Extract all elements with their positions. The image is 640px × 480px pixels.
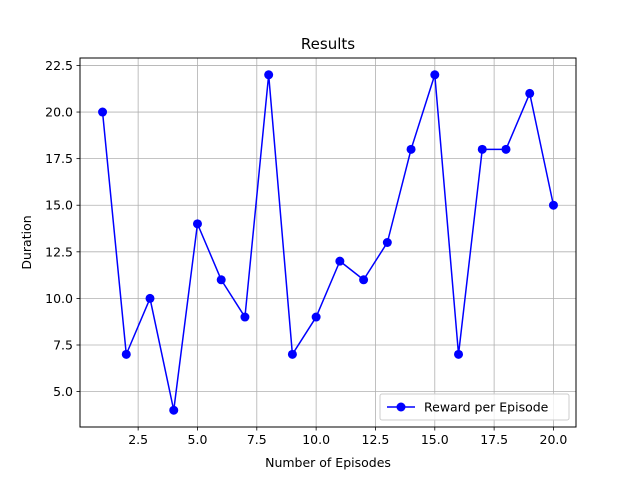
x-tick-label: 2.5 [128, 432, 148, 447]
data-point-marker [359, 275, 369, 285]
y-tick-label: 22.5 [45, 58, 73, 73]
plot-area-frame [79, 57, 577, 428]
y-tick-label: 20.0 [45, 105, 73, 120]
data-point-marker [430, 70, 440, 80]
legend-box [379, 393, 570, 421]
data-point-marker [192, 219, 202, 229]
x-tick-label: 7.5 [247, 432, 267, 447]
x-tick-label: 10.0 [302, 432, 330, 447]
chart-title: Results [301, 35, 355, 53]
data-point-marker [145, 293, 155, 303]
series-line [101, 74, 555, 411]
data-point-marker [240, 312, 250, 322]
data-point-marker [454, 349, 464, 359]
legend: Reward per Episode [379, 393, 570, 421]
y-axis-label: Duration [19, 215, 34, 269]
data-point-marker [382, 238, 392, 247]
y-tick-label: 5.0 [53, 384, 73, 399]
data-point-marker [169, 405, 179, 415]
y-tick-label: 15.0 [45, 198, 73, 213]
legend-marker-swatch [396, 402, 406, 412]
y-tick-label: 17.5 [45, 151, 73, 166]
x-tick-label: 12.5 [362, 432, 390, 447]
plot-data [98, 70, 558, 415]
y-tick-label: 10.0 [45, 291, 73, 306]
axis-ticks: 2.5 5.0 7.5 10.0 12.5 15.0 17.5 20.0 5.0 7.5 10.0 1… [45, 58, 567, 447]
data-point-marker [525, 88, 535, 98]
data-point-marker [548, 200, 558, 210]
data-point-marker [311, 312, 321, 322]
x-tick-label: 20.0 [540, 432, 568, 447]
data-point-marker [501, 144, 511, 154]
data-point-marker [406, 144, 416, 154]
y-tick-label: 12.5 [45, 244, 73, 259]
data-point-marker [216, 275, 226, 285]
data-point-marker [264, 70, 274, 80]
data-point-marker [335, 256, 345, 266]
grid-lines [80, 58, 576, 427]
x-tick-label: 5.0 [188, 432, 208, 447]
y-tick-label: 7.5 [53, 338, 73, 353]
x-tick-label: 17.5 [480, 432, 508, 447]
data-point-marker [121, 349, 131, 359]
data-point-marker [477, 144, 487, 154]
legend-series-label: Reward per Episode [424, 400, 549, 415]
x-axis-label: Number of Episodes [265, 455, 391, 470]
x-tick-label: 15.0 [421, 432, 449, 447]
data-point-marker [287, 349, 297, 359]
data-point-marker [98, 107, 108, 117]
